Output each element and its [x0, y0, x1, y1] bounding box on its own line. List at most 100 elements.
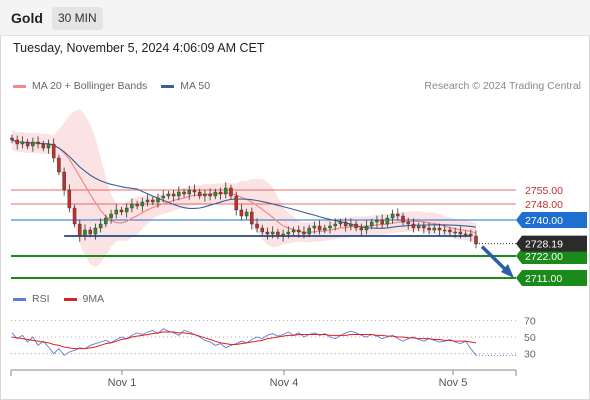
bollinger-band-area	[12, 108, 476, 268]
candle-body	[145, 199, 150, 203]
candle-body	[276, 231, 280, 237]
level-label-2: 2740.00	[525, 215, 563, 227]
candle-body	[166, 193, 171, 197]
ma20-swatch	[13, 84, 26, 88]
research-credit: Research © 2024 Trading Central	[424, 80, 581, 92]
candle-body	[25, 141, 30, 147]
level-tag-2	[516, 212, 587, 228]
candle-body	[177, 191, 181, 197]
rsi-ma-line	[11, 331, 477, 350]
candle-body	[296, 229, 301, 233]
forecast-arrow-head	[501, 264, 514, 278]
rsi-ma-label: 9MA	[82, 293, 105, 305]
candle-body	[20, 141, 25, 145]
candle-body	[114, 209, 119, 215]
candle-body	[229, 187, 233, 197]
candle-body	[234, 195, 238, 211]
candle-body	[364, 225, 369, 231]
level-label-1: 2748.00	[525, 199, 563, 211]
candle-body	[396, 213, 400, 217]
rsi-line	[11, 328, 477, 356]
candle-body	[349, 223, 353, 227]
ma50-swatch	[161, 84, 175, 88]
candle-body	[119, 209, 124, 213]
rsi-tick-70: 70	[524, 315, 536, 327]
candle-body	[62, 171, 66, 191]
candle-body	[41, 143, 46, 149]
interval-button[interactable]: 30 MIN	[52, 7, 103, 30]
rsi-swatch	[13, 297, 26, 301]
level-tag-3	[516, 248, 587, 264]
candle-body	[265, 231, 270, 235]
candle-body	[192, 189, 197, 193]
candle-body	[51, 143, 56, 159]
candle-body	[427, 227, 431, 231]
candle-body	[156, 197, 160, 203]
timestamp: Tuesday, November 5, 2024 4:06:09 AM CET	[13, 41, 265, 55]
candle-body	[187, 189, 192, 195]
candle-body	[442, 229, 447, 232]
candle-body	[109, 213, 113, 219]
level-label-3: 2722.00	[525, 251, 563, 263]
candle-body	[448, 229, 452, 233]
candle-body	[140, 201, 145, 207]
candle-body	[57, 157, 61, 173]
candle-body	[36, 141, 40, 145]
candle-body	[286, 231, 291, 235]
candle-body	[244, 211, 249, 217]
candle-body	[72, 207, 77, 225]
candle-body	[104, 217, 108, 225]
bollinger-bands	[12, 108, 476, 268]
x-tick-label: Nov 5	[439, 377, 468, 389]
rsi-ma-swatch	[63, 297, 77, 301]
candle-body	[333, 223, 337, 227]
candle-body	[93, 227, 98, 235]
candle-body	[161, 195, 165, 199]
candle-body	[203, 193, 207, 197]
level-labels: 2755.00 2748.00 2740.00 2722.00 2711.00 2728.…	[476, 185, 587, 286]
ma50-label: MA 50	[180, 80, 211, 92]
candle-body	[422, 225, 426, 229]
candle-body	[31, 141, 35, 147]
candle-body	[197, 191, 202, 197]
level-tag-4	[516, 270, 587, 286]
candle-body	[469, 233, 473, 237]
ma50-line	[11, 139, 477, 229]
candle-body	[458, 231, 463, 235]
ma20-label: MA 20 + Bollinger Bands	[32, 80, 148, 92]
candle-body	[255, 223, 259, 229]
candle-body	[354, 223, 358, 229]
candle-body	[250, 211, 254, 225]
candle-body	[88, 229, 92, 235]
candle-body	[46, 143, 51, 149]
price-legend: MA 20 + Bollinger Bands MA 50	[13, 80, 210, 92]
candle-body	[135, 203, 139, 207]
candle-body	[359, 227, 364, 231]
rsi-label: RSI	[32, 293, 50, 305]
rsi-panel: 30 50 70	[11, 315, 536, 361]
level-label-0: 2755.00	[525, 185, 563, 197]
candle-body	[401, 215, 405, 223]
candle-body	[323, 227, 327, 231]
candle-body	[411, 223, 416, 229]
candle-body	[67, 189, 72, 209]
ma20-line	[11, 139, 477, 234]
candle-body	[224, 187, 228, 195]
candle-body	[307, 227, 311, 235]
candle-body	[375, 219, 379, 223]
candle-body	[15, 139, 19, 145]
candle-body	[302, 231, 306, 235]
candle-body	[328, 225, 332, 229]
x-axis: Nov 1 Nov 4 Nov 5	[10, 369, 517, 389]
candle-body	[369, 221, 374, 227]
candle-body	[343, 221, 348, 227]
candle-body	[218, 191, 223, 195]
last-price-label: 2728.19	[525, 239, 563, 251]
x-tick-label: Nov 1	[108, 377, 137, 389]
candle-body	[124, 207, 129, 213]
candle-body	[385, 217, 390, 225]
last-price-tag	[516, 235, 587, 252]
candle-body	[239, 209, 244, 217]
candle-body	[390, 213, 395, 219]
